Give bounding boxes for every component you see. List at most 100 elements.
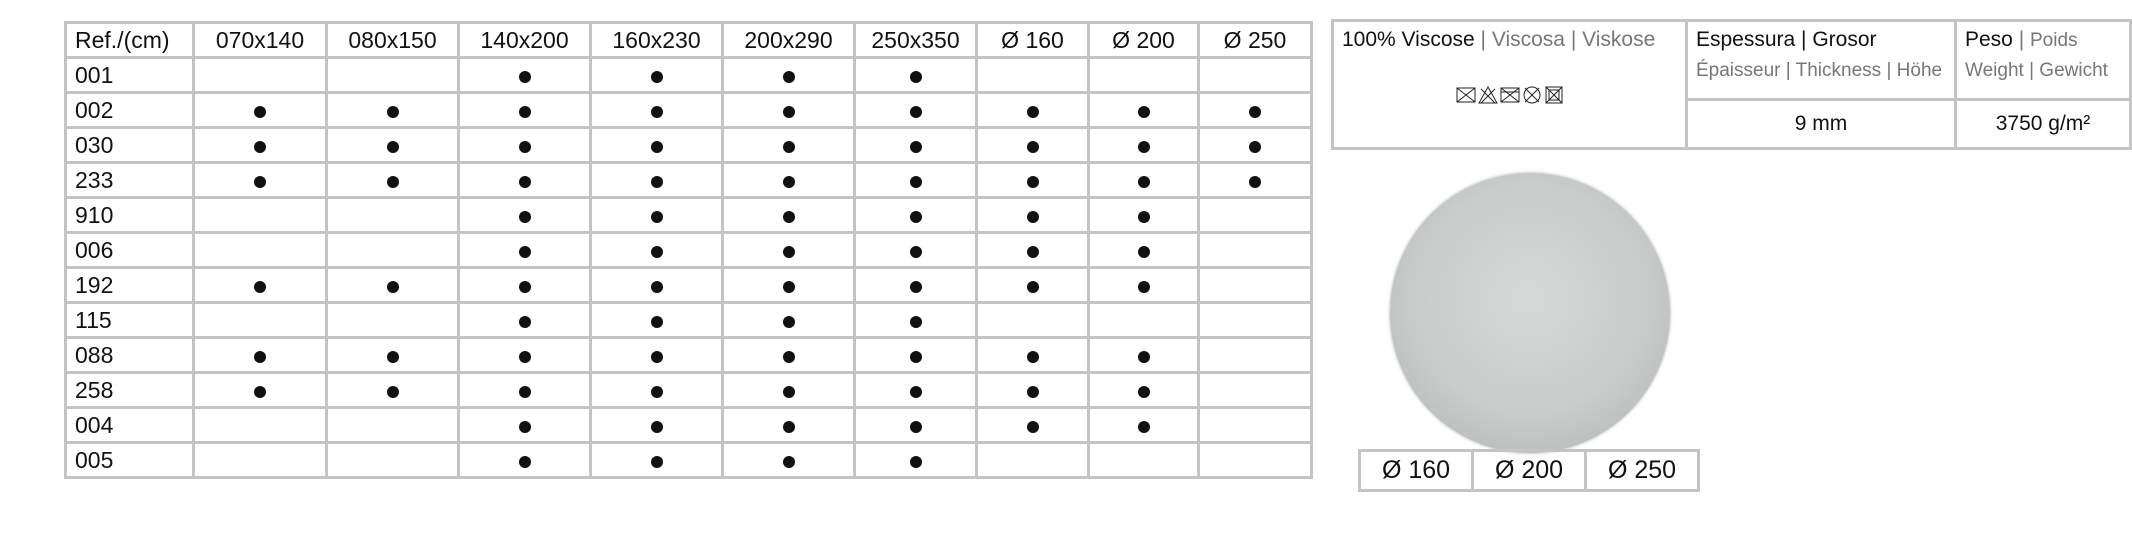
available-dot-icon bbox=[518, 105, 531, 118]
availability-cell bbox=[1087, 406, 1200, 444]
available-dot-icon bbox=[254, 140, 266, 153]
table-row: 005 bbox=[64, 441, 1313, 479]
ref-cell: 910 bbox=[64, 196, 195, 234]
availability-cell bbox=[721, 301, 856, 339]
available-dot-icon bbox=[1137, 175, 1150, 188]
availability-cell bbox=[325, 266, 460, 304]
availability-cell bbox=[589, 371, 724, 409]
size-availability-table: Ref./(cm) 070x140 080x150 140x200 160x230 200… bbox=[64, 21, 1313, 479]
availability-cell bbox=[853, 266, 978, 304]
available-dot-icon bbox=[782, 280, 795, 293]
available-dot-icon bbox=[909, 385, 922, 398]
rug-size-list: Ø 160 Ø 200 Ø 250 bbox=[1358, 449, 1700, 492]
available-dot-icon bbox=[909, 315, 922, 328]
table-header: Ref./(cm) 070x140 080x150 140x200 160x230 200… bbox=[64, 21, 1313, 59]
table-row: 233 bbox=[64, 161, 1313, 199]
weight-translation: Poids bbox=[2030, 30, 2078, 51]
separator: | bbox=[2012, 28, 2030, 51]
care-symbols bbox=[1342, 86, 1677, 104]
availability-cell bbox=[457, 371, 592, 409]
availability-cell bbox=[192, 231, 328, 269]
available-dot-icon bbox=[650, 210, 663, 223]
availability-cell bbox=[589, 231, 724, 269]
availability-cell bbox=[853, 406, 978, 444]
availability-cell bbox=[325, 196, 460, 234]
table-row: 258 bbox=[64, 371, 1313, 409]
availability-cell bbox=[1087, 371, 1200, 409]
column-header: Ø 160 bbox=[975, 21, 1090, 59]
available-dot-icon bbox=[254, 385, 266, 398]
available-dot-icon bbox=[1026, 105, 1039, 118]
availability-cell bbox=[325, 161, 460, 199]
available-dot-icon bbox=[1026, 350, 1039, 363]
availability-cell bbox=[721, 126, 856, 164]
availability-cell bbox=[975, 301, 1090, 339]
available-dot-icon bbox=[386, 280, 399, 293]
column-header: Ø 200 bbox=[1087, 21, 1200, 59]
availability-cell bbox=[1197, 161, 1313, 199]
available-dot-icon bbox=[650, 385, 663, 398]
table-row: 002 bbox=[64, 91, 1313, 129]
availability-cell bbox=[853, 56, 978, 94]
availability-cell bbox=[1197, 266, 1313, 304]
available-dot-icon bbox=[650, 105, 663, 118]
availability-cell bbox=[1087, 266, 1200, 304]
availability-cell bbox=[1087, 91, 1200, 129]
ref-cell: 004 bbox=[64, 406, 195, 444]
table-row: 088 bbox=[64, 336, 1313, 374]
ref-cell: 005 bbox=[64, 441, 195, 479]
available-dot-icon bbox=[782, 210, 795, 223]
available-dot-icon bbox=[1137, 210, 1150, 223]
availability-cell bbox=[1197, 196, 1313, 234]
ref-cell: 088 bbox=[64, 336, 195, 374]
availability-cell bbox=[1087, 231, 1200, 269]
availability-cell bbox=[1087, 441, 1200, 479]
available-dot-icon bbox=[909, 175, 922, 188]
availability-cell bbox=[457, 126, 592, 164]
table-row: 115 bbox=[64, 301, 1313, 339]
available-dot-icon bbox=[782, 350, 795, 363]
available-dot-icon bbox=[1026, 280, 1039, 293]
availability-cell bbox=[1087, 196, 1200, 234]
availability-cell bbox=[975, 231, 1090, 269]
ref-cell: 192 bbox=[64, 266, 195, 304]
ref-cell: 030 bbox=[64, 126, 195, 164]
availability-cell bbox=[589, 406, 724, 444]
availability-cell bbox=[192, 266, 328, 304]
weight-value: 3750 g/m² bbox=[1954, 98, 2132, 150]
availability-cell bbox=[721, 371, 856, 409]
availability-cell bbox=[589, 266, 724, 304]
availability-cell bbox=[721, 441, 856, 479]
available-dot-icon bbox=[782, 70, 795, 83]
available-dot-icon bbox=[909, 350, 922, 363]
available-dot-icon bbox=[650, 350, 663, 363]
available-dot-icon bbox=[909, 280, 922, 293]
availability-cell bbox=[192, 126, 328, 164]
available-dot-icon bbox=[1026, 420, 1039, 433]
availability-cell bbox=[457, 441, 592, 479]
availability-cell bbox=[192, 441, 328, 479]
table-row: 001 bbox=[64, 56, 1313, 94]
available-dot-icon bbox=[518, 420, 531, 433]
available-dot-icon bbox=[782, 245, 795, 258]
available-dot-icon bbox=[650, 175, 663, 188]
column-header: 140x200 bbox=[457, 21, 592, 59]
availability-cell bbox=[1197, 371, 1313, 409]
availability-cell bbox=[1197, 406, 1313, 444]
availability-cell bbox=[192, 406, 328, 444]
spec-table: 100% Viscose | Viscosa | Viskose Espessu… bbox=[1331, 19, 2132, 150]
ref-cell: 006 bbox=[64, 231, 195, 269]
availability-cell bbox=[457, 91, 592, 129]
availability-cell bbox=[721, 231, 856, 269]
availability-cell bbox=[975, 266, 1090, 304]
availability-cell bbox=[721, 91, 856, 129]
availability-cell bbox=[975, 56, 1090, 94]
availability-cell bbox=[192, 56, 328, 94]
weight-label-cell: Peso | Poids Weight | Gewicht bbox=[1954, 19, 2132, 101]
available-dot-icon bbox=[518, 385, 531, 398]
available-dot-icon bbox=[1137, 385, 1150, 398]
table-row: 030 bbox=[64, 126, 1313, 164]
rug-size: Ø 200 bbox=[1474, 452, 1587, 489]
column-header: Ø 250 bbox=[1197, 21, 1313, 59]
available-dot-icon bbox=[518, 210, 531, 223]
